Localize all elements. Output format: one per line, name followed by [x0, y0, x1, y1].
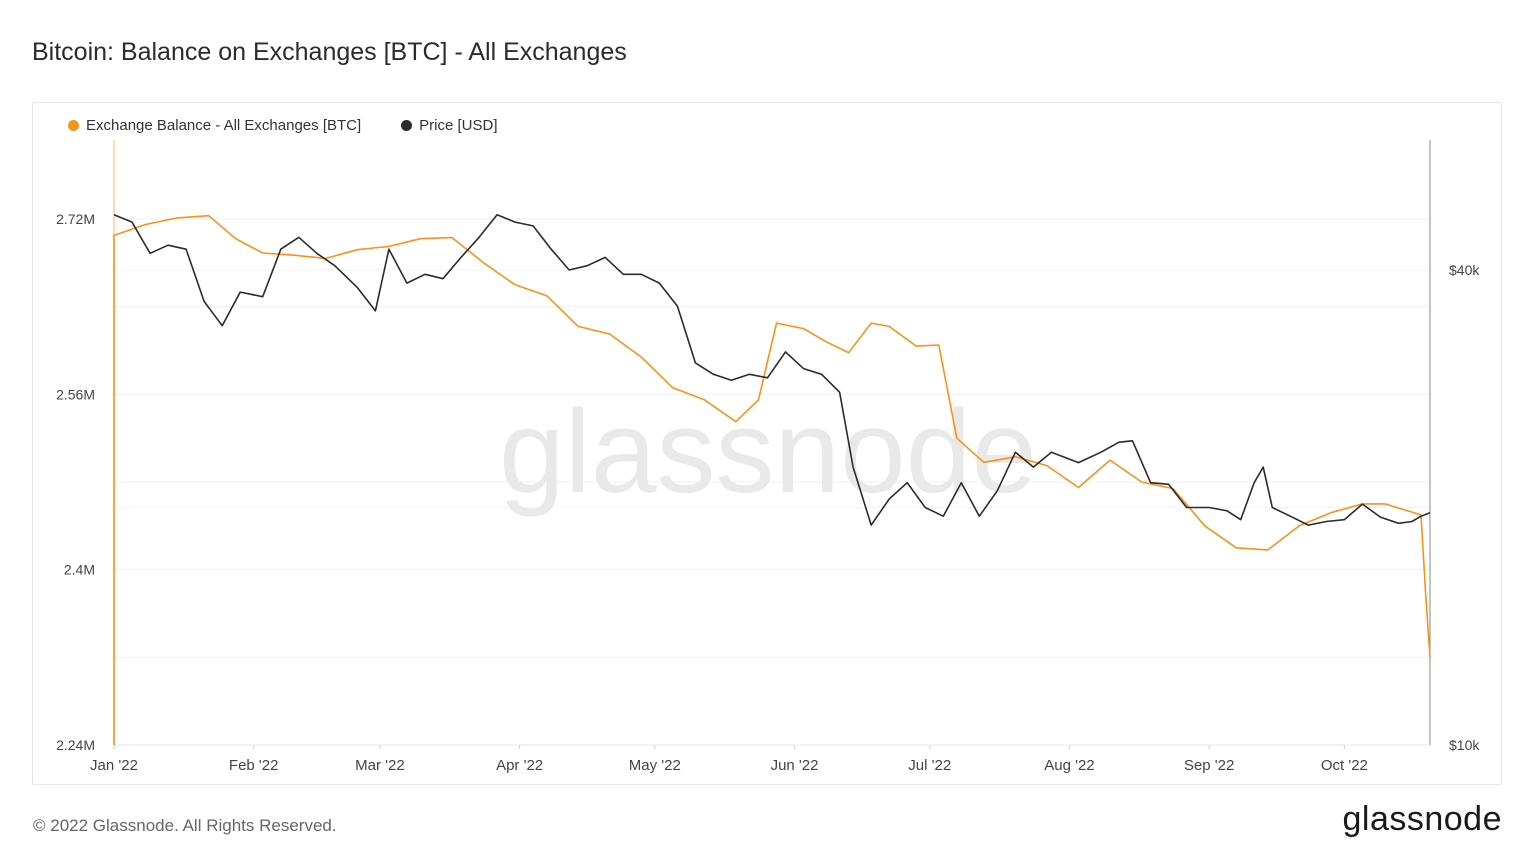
legend-label-exchange-balance: Exchange Balance - All Exchanges [BTC] [86, 117, 362, 134]
x-tick-label: Oct '22 [1321, 757, 1368, 774]
y-right-tick-label: $40k [1449, 262, 1480, 278]
legend-item-exchange-balance[interactable]: Exchange Balance - All Exchanges [BTC] [68, 117, 361, 134]
x-tick-label: Mar '22 [355, 757, 405, 774]
y-left-tick-label: 2.4M [64, 562, 95, 578]
x-tick-label: Aug '22 [1044, 757, 1094, 774]
legend-label-price: Price [USD] [419, 117, 498, 134]
x-tick-label: Jan '22 [90, 757, 138, 774]
x-tick-label: Jul '22 [908, 757, 951, 774]
chart-frame [32, 102, 1502, 785]
legend-item-price[interactable]: Price [USD] [401, 117, 498, 134]
series-line-exchange-balance [113, 214, 1431, 745]
y-right-tick-label: $10k [1449, 737, 1480, 753]
series-line-price [113, 213, 1431, 526]
legend-dot-price [401, 120, 413, 131]
footer-copyright: © 2022 Glassnode. All Rights Reserved. [33, 816, 337, 835]
y-left-tick-label: 2.72M [56, 211, 95, 227]
legend-dot-exchange-balance [68, 120, 79, 131]
glassnode-logo: glassnode [1342, 800, 1502, 838]
y-left-tick-label: 2.56M [56, 386, 95, 402]
x-tick-label: Feb '22 [229, 757, 279, 774]
x-tick-label: Apr '22 [496, 757, 543, 774]
chart-legend: Exchange Balance - All Exchanges [BTC] P… [68, 117, 498, 134]
chart-title: Bitcoin: Balance on Exchanges [BTC] - Al… [32, 38, 627, 66]
x-tick-label: May '22 [629, 757, 681, 774]
x-tick-label: Sep '22 [1184, 757, 1234, 774]
x-tick-label: Jun '22 [771, 757, 819, 774]
y-left-tick-label: 2.24M [56, 737, 95, 753]
watermark: glassnode [499, 386, 1037, 518]
